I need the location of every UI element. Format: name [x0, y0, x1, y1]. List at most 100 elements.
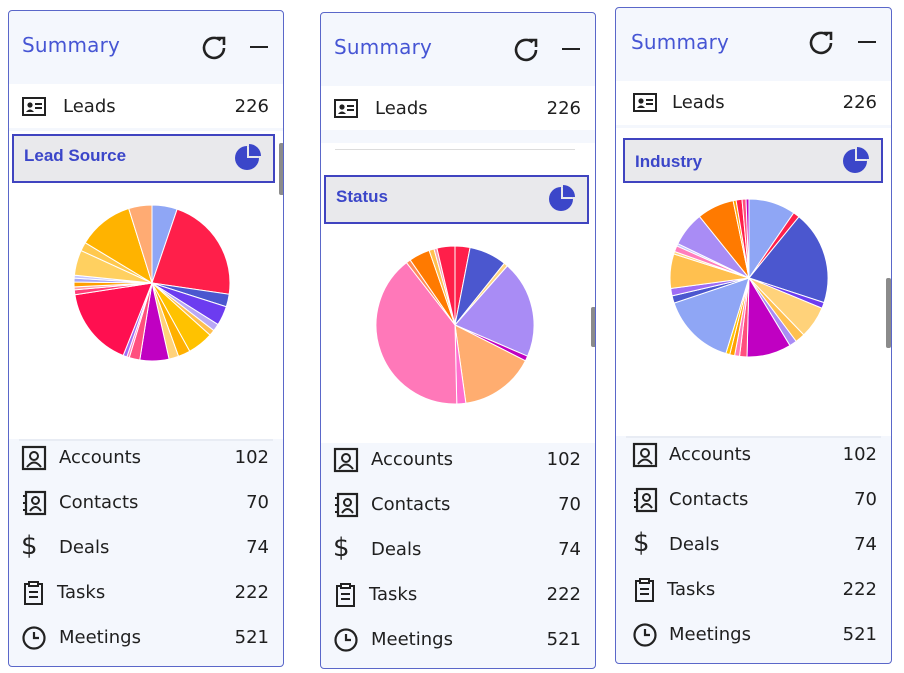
divider [19, 439, 273, 441]
deals-count: 74 [854, 534, 877, 555]
deals-row[interactable]: $ Deals 74 [616, 522, 891, 566]
account-icon [333, 447, 359, 473]
meetings-label: Meetings [59, 627, 141, 648]
pie-slice[interactable] [745, 198, 750, 279]
pie-slice[interactable] [454, 324, 527, 404]
clipboard-icon [635, 578, 654, 602]
account-icon [632, 442, 658, 468]
accounts-row[interactable]: Accounts 102 [616, 432, 891, 476]
dollar-icon: $ [21, 531, 38, 561]
pie-chart [669, 198, 829, 358]
contacts-label: Contacts [669, 489, 749, 510]
pie-chart [375, 245, 535, 405]
divider [335, 149, 575, 150]
tasks-label: Tasks [57, 582, 106, 603]
contacts-icon [634, 487, 658, 513]
leads-label: Leads [375, 98, 428, 119]
minimize-icon[interactable] [562, 48, 580, 50]
lead-card-icon [22, 97, 46, 116]
scrollbar[interactable] [279, 143, 283, 195]
pie-slice[interactable] [74, 282, 153, 357]
summary-panel-status: Summary Leads 226 Status [320, 12, 596, 669]
leads-row[interactable]: Leads 226 [321, 86, 595, 130]
minimize-icon[interactable] [858, 41, 876, 43]
contacts-row[interactable]: Contacts 70 [9, 480, 283, 524]
divider [626, 436, 881, 438]
deals-row[interactable]: $ Deals 74 [9, 525, 283, 569]
accounts-label: Accounts [59, 447, 142, 468]
lead-card-icon [633, 93, 657, 112]
meetings-row[interactable]: Meetings 521 [321, 617, 595, 661]
lead-card-icon [334, 99, 358, 118]
pie-slice[interactable] [748, 216, 829, 304]
contacts-row[interactable]: Contacts 70 [616, 477, 891, 521]
accounts-row[interactable]: Accounts 102 [9, 435, 283, 479]
pie-chart [73, 204, 231, 362]
accounts-label: Accounts [371, 449, 454, 470]
accounts-count: 102 [234, 447, 269, 468]
summary-panel-lead-source: Summary Leads 226 Lead Source [8, 10, 284, 667]
panel-title: Summary [334, 35, 433, 59]
pie-slice[interactable] [151, 208, 231, 295]
contacts-label: Contacts [59, 492, 139, 513]
deals-label: Deals [371, 539, 422, 560]
pie-slice[interactable] [454, 265, 535, 357]
deals-count: 74 [246, 537, 269, 558]
deals-row[interactable]: $ Deals 74 [321, 527, 595, 571]
meetings-row[interactable]: Meetings 521 [616, 612, 891, 656]
chart-area: Industry [616, 128, 891, 436]
clock-icon [22, 626, 46, 650]
tasks-count: 222 [546, 584, 581, 605]
scrollbar[interactable] [886, 278, 891, 348]
pie-slice[interactable] [128, 204, 153, 284]
tasks-row[interactable]: Tasks 222 [616, 567, 891, 611]
leads-row[interactable]: Leads 226 [9, 84, 283, 128]
leads-label: Leads [63, 96, 116, 117]
panel-header: Summary [9, 11, 283, 81]
accounts-row[interactable]: Accounts 102 [321, 437, 595, 481]
tasks-label: Tasks [369, 584, 418, 605]
chart-field-selector[interactable]: Status [324, 175, 589, 224]
leads-label: Leads [672, 92, 725, 113]
selector-label: Status [336, 187, 388, 206]
chart-field-selector[interactable]: Industry [623, 138, 883, 183]
panel-title: Summary [22, 33, 121, 57]
contacts-icon [23, 490, 47, 516]
account-icon [21, 445, 47, 471]
pie-slice[interactable] [375, 261, 458, 405]
minimize-icon[interactable] [250, 46, 268, 48]
refresh-icon[interactable] [804, 26, 838, 60]
accounts-count: 102 [546, 449, 581, 470]
tasks-row[interactable]: Tasks 222 [9, 570, 283, 614]
meetings-row[interactable]: Meetings 521 [9, 615, 283, 659]
dollar-icon: $ [333, 533, 350, 563]
tasks-count: 222 [842, 579, 877, 600]
summary-panel-industry: Summary Leads 226 Industry [615, 7, 892, 664]
tasks-label: Tasks [667, 579, 716, 600]
leads-row[interactable]: Leads 226 [616, 81, 891, 125]
selector-label: Industry [635, 152, 703, 171]
meetings-label: Meetings [669, 624, 751, 645]
refresh-icon[interactable] [509, 33, 543, 67]
dollar-icon: $ [633, 528, 650, 558]
pie-chart-icon [549, 185, 575, 211]
selector-label: Lead Source [24, 146, 127, 165]
contacts-label: Contacts [371, 494, 451, 515]
accounts-label: Accounts [669, 444, 752, 465]
clipboard-icon [336, 583, 355, 607]
leads-count: 226 [842, 92, 877, 113]
tasks-row[interactable]: Tasks 222 [321, 572, 595, 616]
scrollbar[interactable] [591, 307, 595, 347]
deals-count: 74 [558, 539, 581, 560]
contacts-count: 70 [246, 492, 269, 513]
panel-title: Summary [631, 30, 730, 54]
pie-slice[interactable] [436, 245, 456, 326]
contacts-count: 70 [854, 489, 877, 510]
pie-chart-icon [235, 144, 261, 170]
meetings-count: 521 [546, 629, 581, 650]
contacts-row[interactable]: Contacts 70 [321, 482, 595, 526]
tasks-count: 222 [234, 582, 269, 603]
chart-field-selector[interactable]: Lead Source [12, 134, 275, 183]
refresh-icon[interactable] [197, 31, 231, 65]
meetings-label: Meetings [371, 629, 453, 650]
